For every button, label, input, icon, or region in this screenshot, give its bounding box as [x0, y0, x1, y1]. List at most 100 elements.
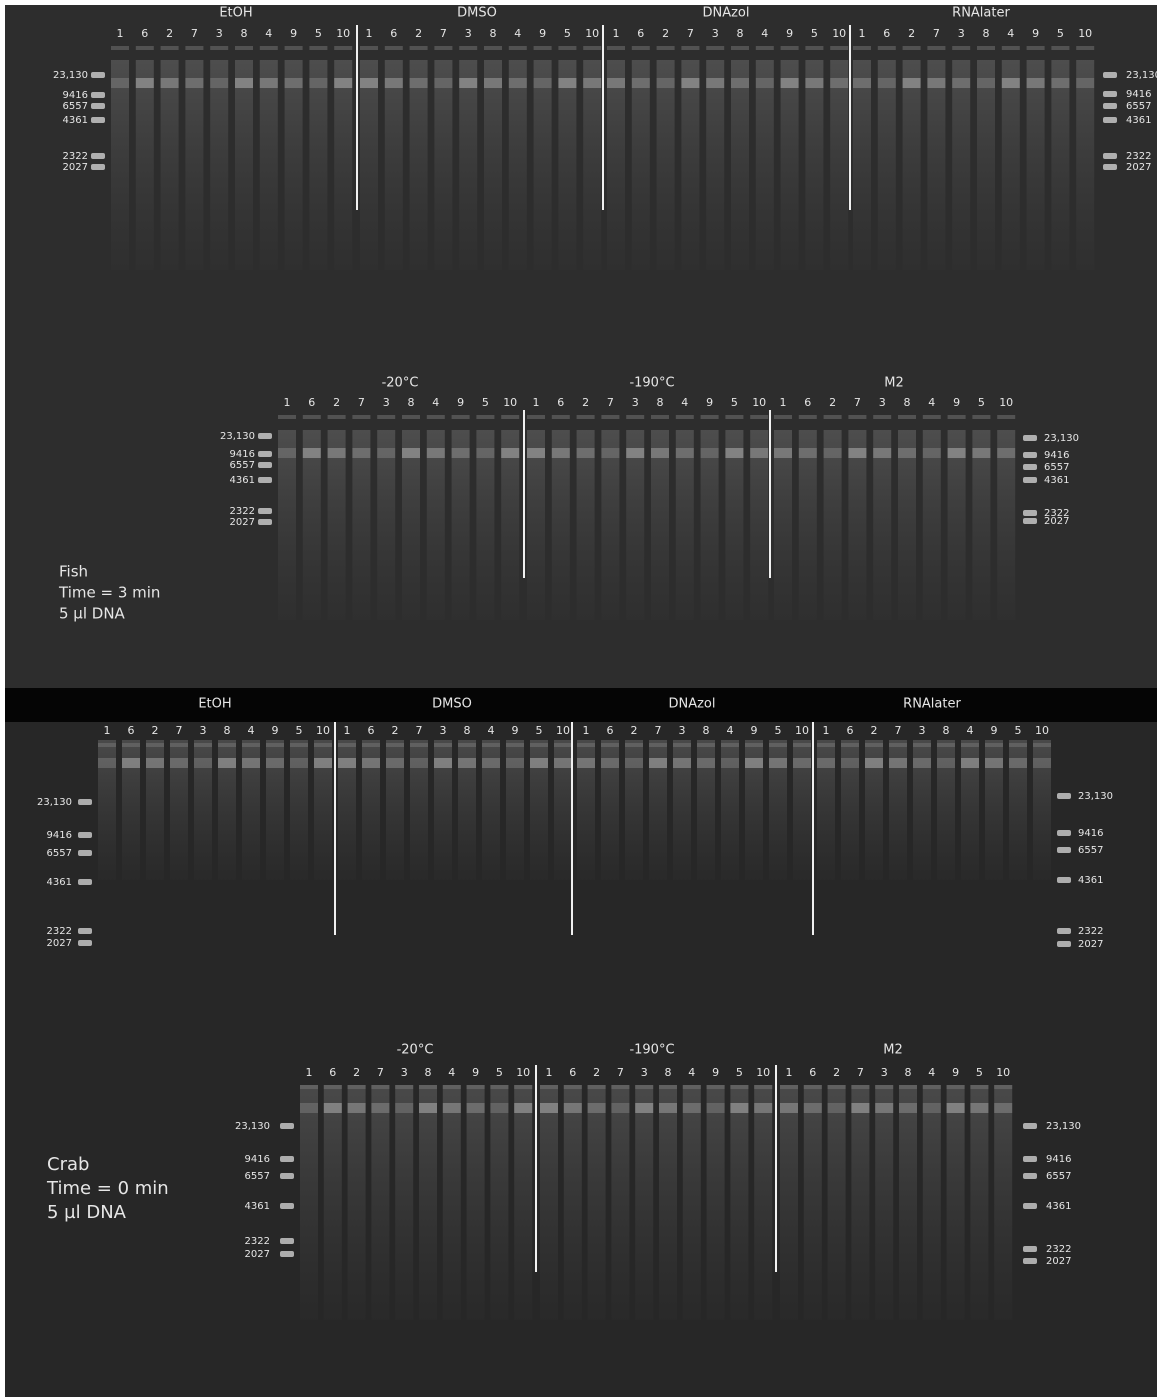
well: [427, 415, 445, 419]
band: [781, 78, 799, 88]
well: [111, 46, 129, 50]
well: [266, 743, 284, 747]
band: [745, 758, 763, 768]
ladder-band: [280, 1123, 294, 1129]
lane-number: 5: [564, 27, 571, 40]
lane-number: 5: [1015, 724, 1022, 737]
band: [588, 1103, 606, 1113]
lane-number: 9: [512, 724, 519, 737]
lane-smear: [635, 1085, 653, 1320]
well: [185, 46, 203, 50]
band: [458, 758, 476, 768]
lane-smear: [781, 60, 799, 270]
band: [804, 1103, 822, 1113]
lane-smear: [607, 60, 625, 270]
lane-smear: [540, 1085, 558, 1320]
ladder-left-label: 6557: [245, 1171, 270, 1182]
ladder-band: [91, 153, 105, 159]
well: [260, 46, 278, 50]
band: [923, 1103, 941, 1113]
ladder-right-label: 4361: [1046, 1201, 1071, 1212]
ladder-band: [1103, 103, 1117, 109]
ladder-band: [280, 1238, 294, 1244]
well: [1033, 743, 1051, 747]
lane-number: 10: [556, 724, 570, 737]
lane-number: 5: [1057, 27, 1064, 40]
lane-number: 4: [967, 724, 974, 737]
lane-number: 1: [613, 27, 620, 40]
well: [419, 1085, 437, 1089]
well: [875, 1085, 893, 1089]
lane-number: 7: [191, 27, 198, 40]
well: [410, 46, 428, 50]
lane-smear: [898, 430, 916, 620]
lane-smear: [509, 60, 527, 270]
well: [898, 415, 916, 419]
lane-number: 7: [655, 724, 662, 737]
well: [506, 743, 524, 747]
band: [514, 1103, 532, 1113]
lane-number: 2: [152, 724, 159, 737]
well: [649, 743, 667, 747]
ladder-left-label: 2322: [245, 1236, 270, 1247]
band: [948, 448, 966, 458]
well: [1009, 743, 1027, 747]
band: [377, 448, 395, 458]
band: [1009, 758, 1027, 768]
well: [961, 743, 979, 747]
well: [830, 46, 848, 50]
ladder-left-label: 23,130: [220, 431, 255, 442]
lane-number: 1: [546, 1066, 553, 1079]
band: [697, 758, 715, 768]
well: [577, 743, 595, 747]
lane-number: 9: [1032, 27, 1039, 40]
band: [443, 1103, 461, 1113]
well: [725, 415, 743, 419]
lane-smear: [427, 430, 445, 620]
ladder-left-label: 6557: [47, 848, 72, 859]
band: [889, 758, 907, 768]
lane-number: 8: [657, 396, 664, 409]
band: [348, 1103, 366, 1113]
band: [1027, 78, 1045, 88]
lane-number: 10: [1078, 27, 1092, 40]
lane-smear: [611, 1085, 629, 1320]
lane-smear: [278, 430, 296, 620]
lane-number: 6: [128, 724, 135, 737]
lane-smear: [683, 1085, 701, 1320]
ladder-band: [91, 72, 105, 78]
lane-number: 5: [482, 396, 489, 409]
ladder-left-label: 9416: [230, 449, 255, 460]
band: [841, 758, 859, 768]
well: [756, 46, 774, 50]
lane-number: 2: [333, 396, 340, 409]
lane-smear: [514, 1085, 532, 1320]
band: [434, 758, 452, 768]
lane-number: 9: [991, 724, 998, 737]
well: [588, 1085, 606, 1089]
band: [875, 1103, 893, 1113]
well: [338, 743, 356, 747]
lane-number: 1: [306, 1066, 313, 1079]
well: [913, 743, 931, 747]
well: [730, 1085, 748, 1089]
lane-number: 4: [928, 396, 935, 409]
lane-smear: [848, 430, 866, 620]
ladder-band: [1023, 464, 1037, 470]
band: [898, 448, 916, 458]
lane-smear: [804, 1085, 822, 1320]
lane-smear: [977, 60, 995, 270]
well: [607, 46, 625, 50]
lane-number: 3: [879, 396, 886, 409]
well: [434, 743, 452, 747]
ladder-band: [280, 1173, 294, 1179]
ladder-right-label: 9416: [1044, 450, 1069, 461]
well: [878, 46, 896, 50]
band: [625, 758, 643, 768]
ladder-right-label: 2027: [1044, 516, 1069, 527]
lane-smear: [970, 1085, 988, 1320]
lane-number: 6: [847, 724, 854, 737]
band: [706, 78, 724, 88]
ladder-band: [1103, 72, 1117, 78]
band: [314, 758, 332, 768]
